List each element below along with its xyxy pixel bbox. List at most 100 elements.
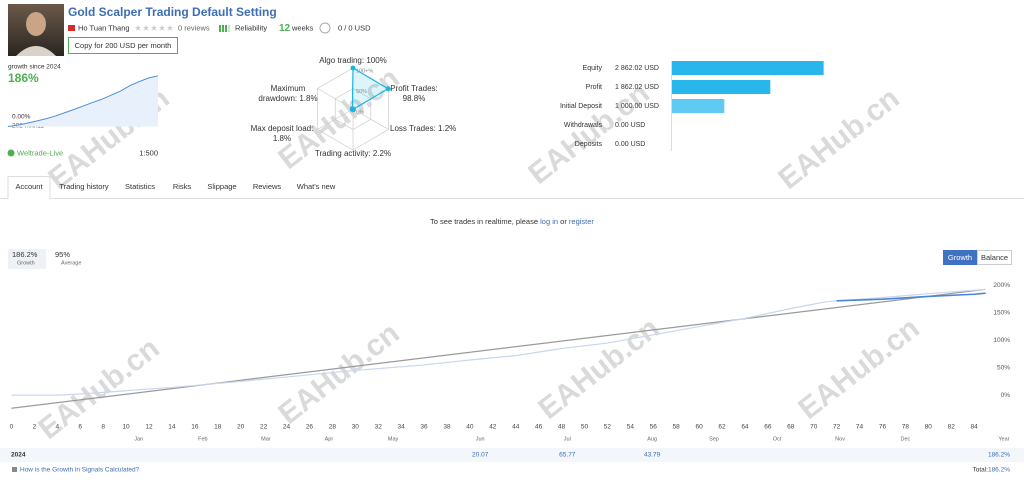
x-tick-label: 72 <box>833 424 841 431</box>
notice-or: or <box>560 217 567 226</box>
month-label: Year <box>998 436 1009 442</box>
author[interactable]: Ho Tuan Thang <box>78 23 130 32</box>
x-tick-label: 74 <box>856 424 864 431</box>
x-tick-label: 2 <box>33 424 37 431</box>
month-label: Mar <box>261 436 271 442</box>
radar-label: Maximum drawdown: 1.8% <box>258 84 318 103</box>
growth-line <box>11 288 986 409</box>
x-tick-label: 56 <box>650 424 658 431</box>
x-tick-label: 6 <box>78 424 82 431</box>
x-tick-label: 84 <box>971 424 979 431</box>
radar-point <box>349 106 355 112</box>
growth-button-label[interactable]: Growth <box>948 253 972 262</box>
x-tick-label: 52 <box>604 424 612 431</box>
tab[interactable]: Trading history <box>59 182 109 191</box>
month-label: Dec <box>901 436 911 442</box>
month-label: Feb <box>198 436 207 442</box>
x-tick-label: 12 <box>145 424 153 431</box>
tab[interactable]: Slippage <box>207 182 236 191</box>
bar-value-label: 2 862.02 USD <box>615 65 659 72</box>
x-tick-label: 38 <box>443 424 451 431</box>
mini-area <box>8 75 158 127</box>
growth-value: 186% <box>8 71 39 85</box>
subscribers: 0 / 0 USD <box>338 23 371 32</box>
mini-line <box>7 75 159 128</box>
radar-label: Algo trading: 100% <box>319 56 387 65</box>
bar <box>671 80 771 94</box>
bar <box>671 99 725 113</box>
bar-value-label: 0.00 USD <box>615 141 645 148</box>
average-stat-label: Average <box>61 260 81 266</box>
x-tick-label: 78 <box>902 424 910 431</box>
copy-button-label[interactable]: Copy for 200 USD per month <box>75 41 172 50</box>
tab[interactable]: Account <box>15 182 43 191</box>
subscribers-icon <box>319 22 331 34</box>
x-tick-label: 60 <box>695 424 703 431</box>
balance-button[interactable] <box>977 250 1012 265</box>
radar-spoke <box>352 108 389 130</box>
month-label: Aug <box>647 436 657 442</box>
x-tick-label: 22 <box>260 424 268 431</box>
radar-label: Max deposit load: 1.8% <box>250 124 314 143</box>
bar-value-label: 0.00 USD <box>615 122 645 129</box>
radar-spoke <box>317 88 354 110</box>
month-label: Nov <box>835 436 845 442</box>
x-tick-label: 8 <box>101 424 105 431</box>
help-link[interactable]: How is the Growth in Signals Calculated? <box>20 467 140 474</box>
growth-line <box>836 292 986 302</box>
bar-label: Deposits <box>575 141 603 148</box>
register-link[interactable]: register <box>569 217 595 226</box>
radar-tick-label: 50% <box>356 89 367 95</box>
bar-value-label: 1 862.02 USD <box>615 84 659 91</box>
bar-value-label: 1 000.00 USD <box>615 103 659 110</box>
broker[interactable]: Weltrade-Live <box>17 148 63 157</box>
x-tick-label: 20 <box>237 424 245 431</box>
bar <box>671 61 824 75</box>
y-tick-label: 150% <box>993 310 1010 317</box>
x-tick-label: 82 <box>948 424 956 431</box>
copy-button[interactable] <box>68 37 178 54</box>
leverage: 1:500 <box>139 148 158 157</box>
radar-spoke <box>317 108 354 130</box>
month-label: Jul <box>564 436 571 442</box>
x-tick-label: 46 <box>535 424 543 431</box>
tab[interactable]: Risks <box>173 182 192 191</box>
average-stat-value[interactable]: 95% <box>55 250 70 259</box>
notice-text: To see trades in realtime, please <box>430 217 538 226</box>
x-tick-label: 76 <box>879 424 887 431</box>
tab[interactable]: Reviews <box>253 182 282 191</box>
month-label: Sep <box>709 436 719 442</box>
growth-line <box>11 288 986 396</box>
total-label: Total: <box>972 467 988 474</box>
x-tick-label: 40 <box>466 424 474 431</box>
x-tick-label: 54 <box>627 424 635 431</box>
tab[interactable]: Statistics <box>125 182 155 191</box>
growth-button[interactable] <box>943 250 977 265</box>
y-tick-label: 200% <box>993 282 1010 289</box>
growth-stat-box[interactable] <box>8 249 46 269</box>
watermark: EAHub.cn <box>522 77 655 191</box>
yearly-row <box>0 448 1024 462</box>
x-tick-label: 62 <box>718 424 726 431</box>
radar-label: Profit Trades: 98.8% <box>390 84 438 103</box>
growth-stat-value: 186.2% <box>12 250 38 259</box>
x-tick-label: 70 <box>810 424 818 431</box>
month-label: May <box>388 436 399 442</box>
verified-icon <box>7 149 15 157</box>
month-label: Oct <box>773 436 782 442</box>
tab[interactable]: What's new <box>297 182 336 191</box>
x-tick-label: 80 <box>925 424 933 431</box>
x-tick-label: 50 <box>581 424 589 431</box>
reviews[interactable]: 0 reviews <box>178 23 210 32</box>
login-link[interactable]: log in <box>540 217 558 226</box>
x-tick-label: 68 <box>787 424 795 431</box>
month-value: 20.07 <box>472 452 489 459</box>
avatar-face <box>26 12 46 36</box>
weeks-value: 12 <box>279 23 291 34</box>
y-tick-label: 100% <box>993 337 1010 344</box>
bar-label: Initial Deposit <box>560 103 602 110</box>
radar-point <box>350 65 356 71</box>
x-tick-label: 28 <box>329 424 337 431</box>
balance-button-label[interactable]: Balance <box>981 253 1008 262</box>
x-tick-label: 0 <box>10 424 14 431</box>
